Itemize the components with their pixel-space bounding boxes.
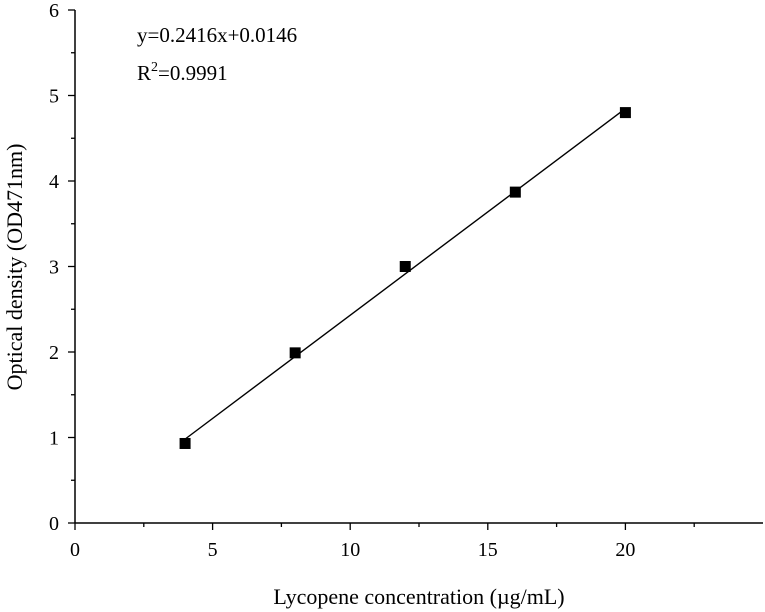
r-squared-letter: R <box>137 61 151 85</box>
x-tick-label: 5 <box>208 539 218 561</box>
equation-annotation: y=0.2416x+0.0146 <box>137 23 297 47</box>
data-point-marker <box>619 107 631 119</box>
y-tick-label: 0 <box>49 513 59 535</box>
r-squared-superscript: 2 <box>151 60 158 75</box>
y-tick-label: 5 <box>49 86 59 108</box>
data-point-marker <box>289 347 301 359</box>
y-tick-label: 2 <box>49 342 59 364</box>
data-point-marker <box>509 186 521 198</box>
r-squared-value: =0.9991 <box>158 61 228 85</box>
data-points <box>179 107 631 449</box>
y-axis-ticks: 0 1 2 3 4 5 6 <box>49 0 75 535</box>
x-axis-title: Lycopene concentration (µg/mL) <box>273 584 564 609</box>
y-tick-label: 1 <box>49 428 59 450</box>
y-axis-title: Optical density (OD471nm) <box>2 144 27 391</box>
plot-axes <box>74 10 763 524</box>
x-tick-label: 15 <box>478 539 498 561</box>
x-tick-label: 10 <box>340 539 360 561</box>
y-tick-label: 3 <box>49 257 59 279</box>
r-squared-annotation: R2=0.9991 <box>137 60 228 85</box>
data-point-marker <box>399 261 411 272</box>
y-tick-label: 6 <box>49 0 59 22</box>
y-tick-label: 4 <box>49 171 59 193</box>
regression-line <box>184 108 626 440</box>
x-tick-label: 20 <box>615 539 635 561</box>
x-tick-label: 0 <box>70 539 80 561</box>
data-point-marker <box>179 437 191 449</box>
x-axis-ticks: 0 5 10 15 20 <box>70 523 695 561</box>
